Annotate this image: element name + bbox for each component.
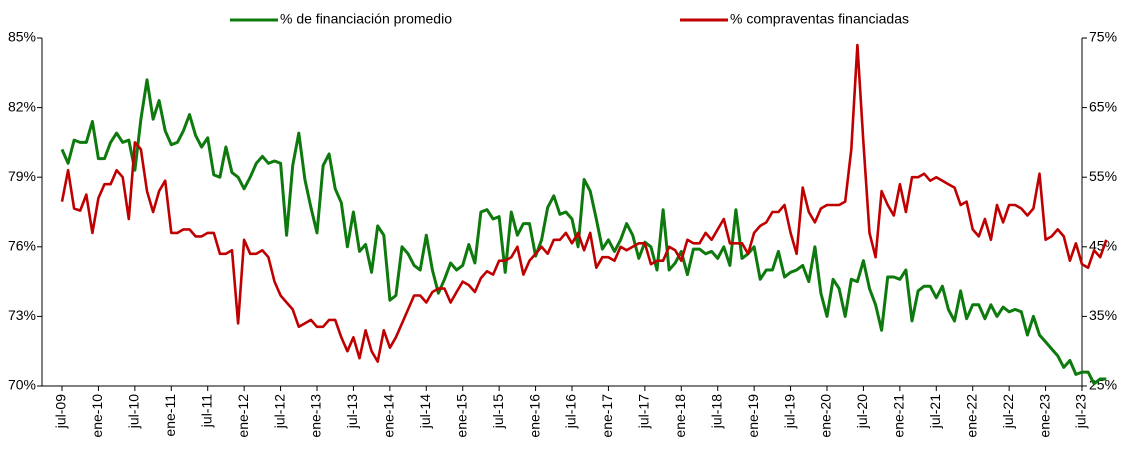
x-tick-label: jul-12 [271, 394, 287, 429]
y2-tick-label: 75% [1089, 29, 1117, 45]
x-tick-label: ene-19 [745, 394, 761, 438]
x-tick-label: ene-13 [308, 394, 324, 438]
y2-tick-label: 35% [1089, 307, 1117, 323]
x-tick-label: ene-22 [963, 394, 979, 438]
x-tick-label: ene-23 [1036, 394, 1052, 438]
y-tick-label: 85% [8, 29, 36, 45]
x-tick-label: jul-09 [53, 394, 69, 429]
x-tick-label: ene-21 [891, 394, 907, 438]
x-tick-label: jul-15 [490, 394, 506, 429]
x-tick-label: jul-11 [198, 394, 214, 428]
y-tick-label: 70% [8, 377, 36, 393]
x-tick-label: jul-18 [708, 394, 724, 429]
series-line [60, 78, 1107, 386]
x-tick-label: ene-14 [381, 394, 397, 438]
x-tick-label: jul-17 [636, 394, 652, 429]
x-tick-label: ene-10 [89, 394, 105, 438]
x-tick-label: ene-15 [453, 394, 469, 438]
y2-tick-label: 65% [1089, 98, 1117, 114]
y-tick-label: 79% [8, 168, 36, 184]
x-tick-label: jul-23 [1073, 394, 1089, 429]
legend-label: % compraventas financiadas [730, 11, 909, 27]
y-tick-label: 73% [8, 307, 36, 323]
y-tick-label: 76% [8, 238, 36, 254]
y-tick-label: 82% [8, 98, 36, 114]
x-tick-label: ene-16 [526, 394, 542, 438]
legend-label: % de financiación promedio [280, 11, 452, 27]
x-tick-label: jul-20 [854, 394, 870, 429]
x-tick-label: jul-21 [927, 394, 943, 429]
x-tick-label: jul-13 [344, 394, 360, 429]
x-tick-label: jul-19 [781, 394, 797, 429]
y2-tick-label: 55% [1089, 168, 1117, 184]
x-tick-label: ene-20 [818, 394, 834, 438]
x-tick-label: jul-14 [417, 394, 433, 429]
series-line [60, 43, 1108, 363]
x-tick-label: ene-17 [599, 394, 615, 438]
x-tick-label: jul-16 [563, 394, 579, 429]
x-tick-label: ene-18 [672, 394, 688, 438]
x-tick-label: jul-10 [126, 394, 142, 429]
x-tick-label: jul-22 [1000, 394, 1016, 429]
x-tick-label: ene-12 [235, 394, 251, 438]
x-tick-label: ene-11 [162, 394, 178, 437]
